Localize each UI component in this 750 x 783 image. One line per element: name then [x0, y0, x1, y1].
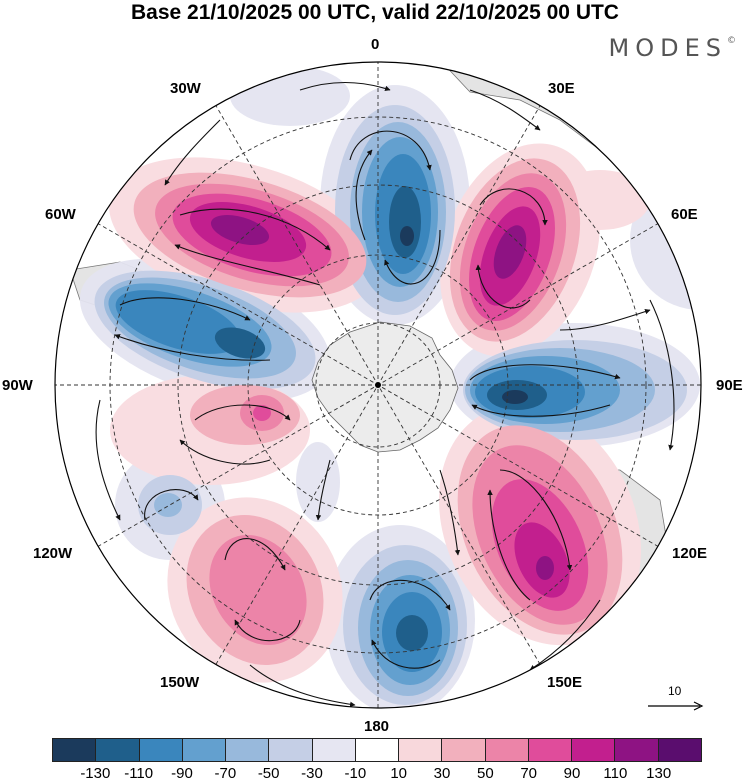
colorbar-swatch [484, 739, 528, 761]
colorbar [52, 738, 702, 762]
colorbar-tick-label: -110 [124, 765, 154, 782]
colorbar-tick-label: -90 [171, 765, 193, 782]
lon-label-90e: 90E [716, 377, 743, 394]
reference-vector-label: 10 [668, 684, 682, 698]
colorbar-swatch [571, 739, 615, 761]
colorbar-swatch [657, 739, 701, 761]
lon-label-0: 0 [371, 36, 380, 53]
reference-vector: 10 [646, 684, 706, 714]
antarctica [311, 321, 459, 453]
map-title: Base 21/10/2025 00 UTC, valid 22/10/2025… [131, 1, 619, 24]
colorbar-tick-label: -130 [80, 765, 111, 782]
lon-label-120w: 120W [33, 545, 73, 562]
colorbar-swatch [398, 739, 442, 761]
colorbar-swatch [441, 739, 485, 761]
streamlines [95, 81, 675, 708]
reference-arrow-icon [648, 701, 704, 711]
lon-label-60e: 60E [671, 206, 698, 223]
lon-label-90w: 90W [2, 377, 33, 394]
colorbar-tick-label: 30 [433, 765, 451, 782]
lon-label-150w: 150W [160, 674, 200, 691]
logo-text: MODES [608, 34, 727, 62]
colorbar-tick-label: 10 [390, 765, 407, 782]
colorbar-swatch [53, 739, 96, 761]
colorbar-labels: -130 -110 -90 -70 -50 -30 -10 10 30 50 70 90 110 130 [0, 765, 750, 783]
polar-map [54, 61, 702, 709]
colorbar-tick-label: 50 [476, 765, 494, 782]
colorbar-tick-label: -70 [214, 765, 237, 782]
colorbar-swatch [181, 739, 226, 761]
colorbar-swatch [354, 739, 399, 761]
colorbar-swatch [138, 739, 182, 761]
map-fill [55, 62, 701, 708]
anomaly-positive-5 [210, 215, 554, 580]
lon-label-60w: 60W [45, 206, 76, 223]
map-boundary [54, 61, 702, 709]
colorbar-tick-label: -10 [344, 765, 367, 782]
colorbar-tick-label: -30 [301, 765, 323, 782]
colorbar-swatch [527, 739, 572, 761]
logo-mark: © [727, 36, 736, 46]
lon-label-150e: 150E [547, 674, 583, 691]
modes-logo: MODES© [609, 34, 736, 62]
anomaly-negative-6 [400, 226, 528, 404]
colorbar-tick-label: 110 [603, 765, 628, 782]
colorbar-swatch [225, 739, 269, 761]
lon-label-30w: 30W [170, 80, 201, 97]
colorbar-tick-label: 130 [646, 765, 672, 782]
colorbar-tick-label: -50 [257, 765, 280, 782]
colorbar-swatch [311, 739, 355, 761]
colorbar-swatch [268, 739, 312, 761]
colorbar-swatch [614, 739, 658, 761]
colorbar-tick-label: 90 [563, 765, 581, 782]
south-pole [375, 382, 381, 388]
lon-label-30e: 30E [548, 80, 575, 97]
colorbar-tick-label: 70 [520, 765, 537, 782]
colorbar-swatch [95, 739, 139, 761]
lon-label-180: 180 [364, 718, 390, 735]
lon-label-120e: 120E [672, 545, 708, 562]
